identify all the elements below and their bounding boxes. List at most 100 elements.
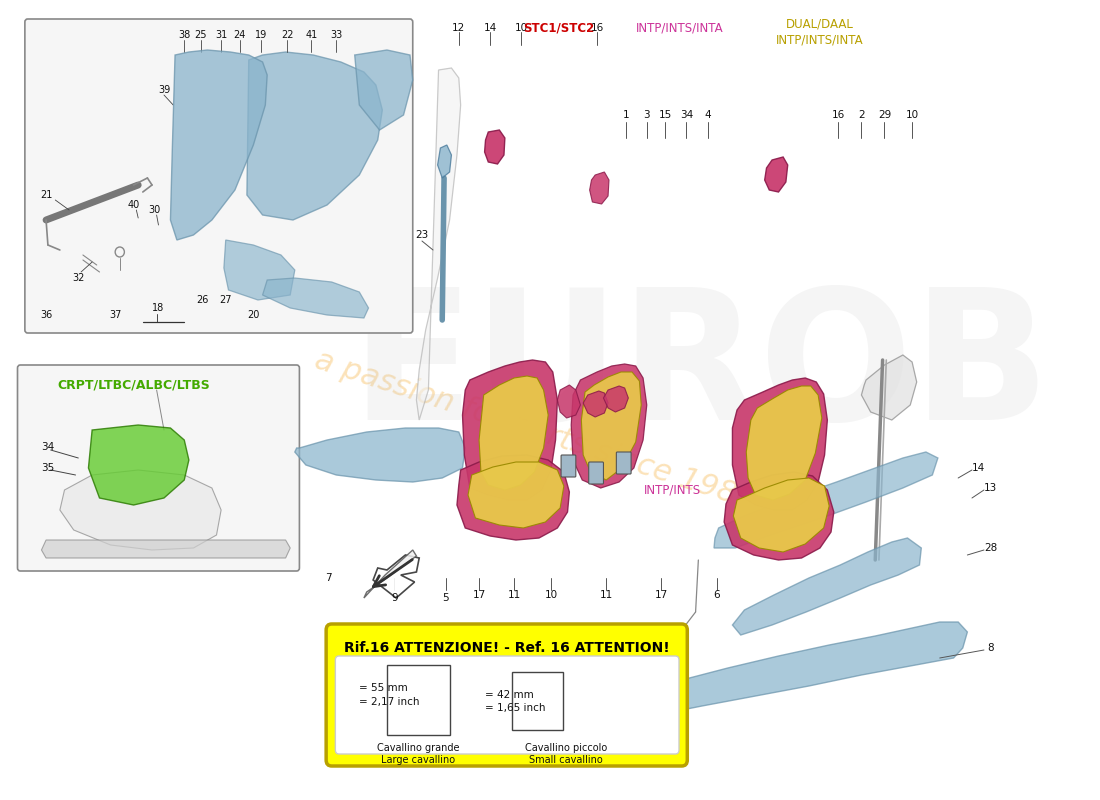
Polygon shape (764, 157, 788, 192)
Polygon shape (246, 52, 383, 220)
FancyBboxPatch shape (561, 455, 575, 477)
Text: INTP/INTS: INTP/INTS (644, 483, 701, 497)
FancyBboxPatch shape (326, 624, 688, 766)
Text: CRPT/LTBC/ALBC/LTBS: CRPT/LTBC/ALBC/LTBS (57, 378, 210, 391)
Text: 30: 30 (148, 205, 161, 215)
Polygon shape (224, 240, 295, 300)
Text: 29: 29 (878, 110, 891, 120)
FancyBboxPatch shape (616, 452, 631, 474)
Text: a passion for parts since 1980: a passion for parts since 1980 (310, 345, 758, 515)
Text: 1: 1 (624, 110, 630, 120)
Text: 11: 11 (600, 590, 613, 600)
Text: 34: 34 (42, 442, 55, 452)
Text: 26: 26 (197, 295, 209, 305)
Text: 10: 10 (544, 590, 558, 600)
Polygon shape (558, 385, 581, 418)
Text: 28: 28 (983, 543, 997, 553)
Text: 25: 25 (195, 30, 207, 40)
Polygon shape (485, 130, 505, 164)
Text: 36: 36 (40, 310, 52, 320)
Polygon shape (170, 50, 267, 240)
Text: 14: 14 (484, 23, 497, 33)
Polygon shape (724, 472, 834, 560)
Text: 20: 20 (248, 310, 260, 320)
Polygon shape (746, 386, 822, 500)
Text: 32: 32 (73, 273, 85, 283)
Polygon shape (733, 378, 827, 510)
Text: 16: 16 (832, 110, 845, 120)
Text: 10: 10 (515, 23, 528, 33)
Text: Rif.16 ATTENZIONE! - Ref. 16 ATTENTION!: Rif.16 ATTENZIONE! - Ref. 16 ATTENTION! (344, 641, 670, 655)
Text: 2: 2 (858, 110, 865, 120)
Text: 35: 35 (42, 463, 55, 473)
Polygon shape (462, 360, 558, 500)
FancyBboxPatch shape (588, 462, 604, 484)
Text: 17: 17 (473, 590, 486, 600)
Text: 22: 22 (282, 30, 294, 40)
Text: = 1,65 inch: = 1,65 inch (485, 703, 546, 713)
Text: EUROB: EUROB (350, 282, 1050, 458)
Polygon shape (438, 145, 451, 178)
Text: 4: 4 (704, 110, 711, 120)
Polygon shape (88, 425, 189, 505)
Text: 12: 12 (452, 23, 465, 33)
Polygon shape (604, 386, 628, 412)
Text: 37: 37 (109, 310, 121, 320)
Text: 6: 6 (714, 590, 720, 600)
Polygon shape (417, 68, 461, 420)
Text: 38: 38 (178, 30, 190, 40)
Text: 3: 3 (644, 110, 650, 120)
Text: Small cavallino: Small cavallino (529, 755, 603, 765)
Text: STC1/STC2: STC1/STC2 (522, 22, 594, 34)
Text: 23: 23 (416, 230, 429, 240)
Text: Cavallino grande: Cavallino grande (377, 743, 460, 753)
Polygon shape (581, 372, 641, 480)
Text: 31: 31 (214, 30, 228, 40)
Text: 27: 27 (220, 295, 232, 305)
Text: 11: 11 (507, 590, 520, 600)
Text: 19: 19 (254, 30, 267, 40)
Text: 5: 5 (442, 593, 449, 603)
Polygon shape (571, 364, 647, 488)
Text: 34: 34 (680, 110, 693, 120)
Text: 39: 39 (158, 85, 170, 95)
Polygon shape (861, 355, 916, 420)
Text: 10: 10 (905, 110, 918, 120)
Text: Large cavallino: Large cavallino (382, 755, 455, 765)
Polygon shape (456, 455, 570, 540)
Polygon shape (714, 452, 938, 548)
Polygon shape (733, 538, 922, 635)
Text: DUAL/DAAL: DUAL/DAAL (786, 18, 854, 30)
Text: Cavallino piccolo: Cavallino piccolo (525, 743, 607, 753)
Polygon shape (59, 470, 221, 550)
Text: 8: 8 (987, 643, 993, 653)
Text: 16: 16 (591, 23, 604, 33)
Polygon shape (42, 540, 290, 558)
FancyBboxPatch shape (336, 656, 679, 754)
Text: INTP/INTS/INTA: INTP/INTS/INTA (777, 34, 864, 46)
Text: 41: 41 (306, 30, 318, 40)
Text: 21: 21 (40, 190, 53, 200)
Polygon shape (734, 478, 829, 552)
Text: 33: 33 (330, 30, 342, 40)
Text: 9: 9 (390, 593, 397, 603)
Polygon shape (650, 622, 967, 714)
Polygon shape (583, 391, 608, 417)
FancyBboxPatch shape (25, 19, 412, 333)
Polygon shape (263, 278, 368, 318)
Text: = 42 mm: = 42 mm (485, 690, 534, 700)
Text: = 2,17 inch: = 2,17 inch (360, 697, 420, 707)
Polygon shape (364, 550, 417, 598)
Text: 7: 7 (324, 573, 331, 583)
FancyBboxPatch shape (18, 365, 299, 571)
Text: 24: 24 (233, 30, 245, 40)
Polygon shape (295, 428, 465, 482)
Polygon shape (468, 462, 564, 528)
Polygon shape (480, 376, 548, 490)
Text: INTP/INTS/INTA: INTP/INTS/INTA (636, 22, 724, 34)
Text: = 55 mm: = 55 mm (360, 683, 408, 693)
Text: 17: 17 (654, 590, 668, 600)
Polygon shape (354, 50, 412, 130)
Text: 40: 40 (128, 200, 140, 210)
Polygon shape (373, 555, 419, 598)
